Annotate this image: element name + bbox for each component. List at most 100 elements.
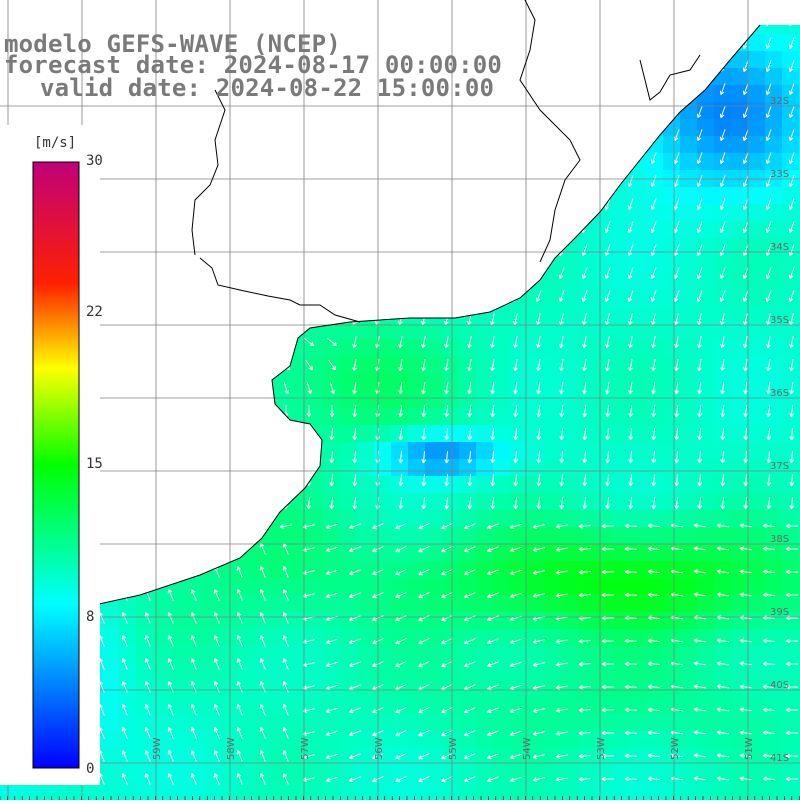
wind-arrow xyxy=(444,450,450,464)
wind-speed-cell xyxy=(136,731,154,749)
wind-speed-cell xyxy=(357,459,375,477)
wind-speed-cell xyxy=(527,289,545,307)
wind-speed-cell xyxy=(374,425,392,443)
wind-speed-cell xyxy=(714,714,732,732)
wind-speed-cell xyxy=(697,119,715,137)
wind-arrow xyxy=(418,729,430,737)
wind-speed-cell xyxy=(204,629,222,647)
wind-speed-cell xyxy=(323,544,341,562)
wind-speed-cell xyxy=(391,323,409,341)
wind-arrow xyxy=(398,496,404,510)
wind-speed-cell xyxy=(408,510,426,528)
wind-speed-cell xyxy=(646,646,664,664)
wind-speed-cell xyxy=(663,153,681,171)
wind-arrow xyxy=(788,106,795,119)
wind-speed-cell xyxy=(714,680,732,698)
wind-arrow xyxy=(581,267,588,280)
wind-arrow xyxy=(513,313,518,326)
wind-speed-cell xyxy=(527,510,545,528)
wind-speed-cell xyxy=(204,680,222,698)
wind-speed-cell xyxy=(442,629,460,647)
wind-arrow xyxy=(395,591,407,599)
wind-speed-cell xyxy=(425,459,443,477)
wind-speed-cell xyxy=(748,612,766,630)
wind-arrow xyxy=(352,381,357,395)
wind-speed-cell xyxy=(136,782,154,800)
wind-speed-cell xyxy=(714,442,732,460)
wind-arrow xyxy=(789,450,795,464)
longitude-label: 59W xyxy=(152,737,163,760)
wind-speed-cell xyxy=(680,272,698,290)
wind-speed-cell xyxy=(714,119,732,137)
wind-speed-cell xyxy=(561,306,579,324)
wind-speed-cell xyxy=(612,340,630,358)
wind-speed-cell xyxy=(374,408,392,426)
wind-arrow xyxy=(167,681,174,693)
wind-speed-cell xyxy=(561,374,579,392)
wind-arrow xyxy=(444,404,450,418)
wind-arrow xyxy=(487,638,499,645)
wind-speed-cell xyxy=(646,663,664,681)
wind-arrow xyxy=(697,336,702,349)
wind-speed-cell xyxy=(595,255,613,273)
wind-speed-cell xyxy=(459,510,477,528)
wind-speed-cell xyxy=(714,306,732,324)
wind-arrow xyxy=(719,129,726,142)
wind-speed-cell xyxy=(272,595,290,613)
wind-speed-cell xyxy=(187,663,205,681)
wind-speed-cell xyxy=(493,306,511,324)
wind-arrow xyxy=(719,221,726,234)
wind-speed-cell xyxy=(561,561,579,579)
wind-speed-cell xyxy=(544,561,562,579)
wind-arrow xyxy=(418,706,430,714)
wind-speed-cell xyxy=(306,391,324,409)
wind-speed-cell xyxy=(765,561,783,579)
wind-speed-cell xyxy=(442,544,460,562)
wind-arrow xyxy=(490,427,496,441)
wind-speed-cell xyxy=(459,374,477,392)
wind-speed-cell xyxy=(731,680,749,698)
wind-arrow xyxy=(651,359,656,372)
wind-arrow xyxy=(467,427,473,441)
wind-arrow xyxy=(444,336,449,349)
wind-speed-cell xyxy=(374,323,392,341)
wind-speed-cell xyxy=(374,697,392,715)
wind-speed-cell xyxy=(765,255,783,273)
wind-speed-cell xyxy=(578,323,596,341)
wind-arrow xyxy=(624,546,638,552)
wind-speed-cell xyxy=(782,612,800,630)
wind-arrow xyxy=(578,569,592,575)
longitude-label: 51W xyxy=(744,737,755,760)
wind-speed-cell xyxy=(408,782,426,800)
wind-speed-cell xyxy=(731,51,749,69)
wind-speed-cell xyxy=(289,714,307,732)
wind-speed-cell xyxy=(663,748,681,766)
wind-speed-cell xyxy=(578,544,596,562)
wind-arrow xyxy=(444,359,449,372)
wind-speed-cell xyxy=(527,646,545,664)
wind-arrow xyxy=(601,707,615,713)
wind-speed-cell xyxy=(442,612,460,630)
wind-speed-cell xyxy=(731,153,749,171)
wind-speed-cell xyxy=(561,697,579,715)
wind-speed-cell xyxy=(629,221,647,239)
wind-arrow xyxy=(789,381,794,395)
wind-arrow xyxy=(444,473,450,487)
wind-speed-cell xyxy=(782,748,800,766)
wind-speed-cell xyxy=(731,595,749,613)
wind-arrow xyxy=(716,776,730,781)
wind-arrow xyxy=(785,776,799,782)
wind-arrow xyxy=(282,658,289,670)
wind-speed-cell xyxy=(765,357,783,375)
wind-speed-cell xyxy=(714,255,732,273)
wind-arrow xyxy=(742,106,749,119)
wind-speed-cell xyxy=(289,646,307,664)
wind-arrow xyxy=(349,730,361,737)
wind-arrow xyxy=(627,175,634,188)
wind-speed-cell xyxy=(323,595,341,613)
wind-speed-cell xyxy=(493,544,511,562)
wind-speed-cell xyxy=(731,629,749,647)
wind-arrow xyxy=(418,775,430,783)
wind-speed-cell xyxy=(680,204,698,222)
wind-speed-cell xyxy=(629,510,647,528)
